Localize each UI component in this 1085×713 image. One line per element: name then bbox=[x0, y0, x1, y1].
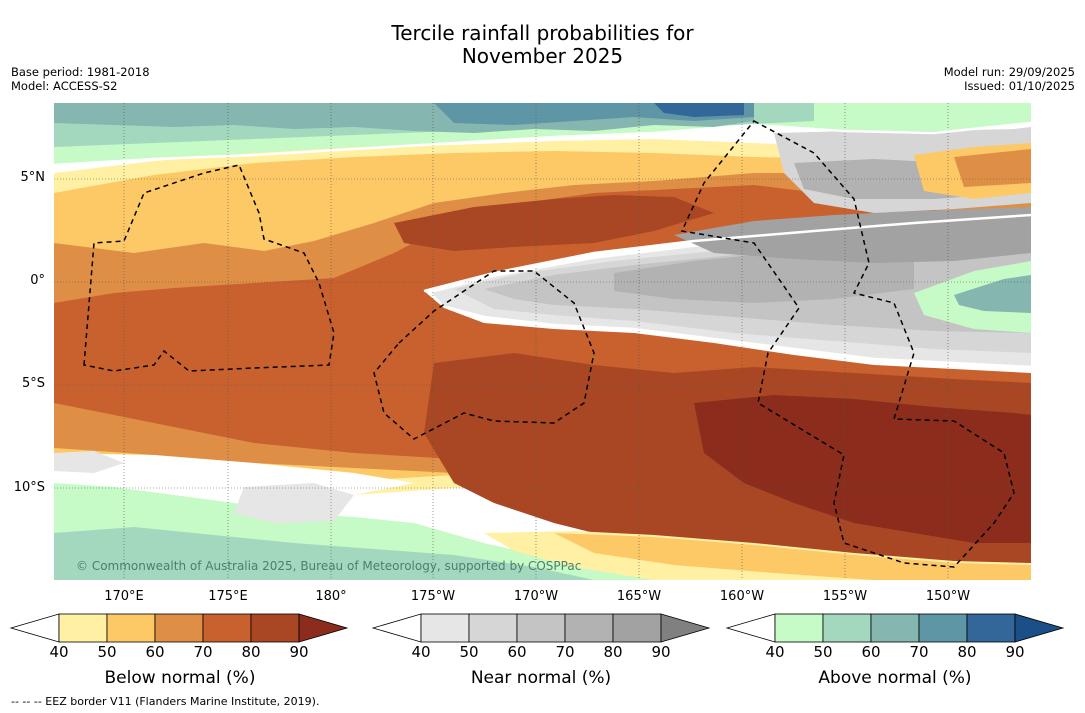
near-normal-80 bbox=[614, 249, 914, 303]
lon-label-175w: 175°W bbox=[410, 589, 456, 604]
colorbar-title-above: Above normal (%) bbox=[818, 668, 972, 688]
above-normal-east-teal bbox=[954, 275, 1031, 313]
model-run: Model run: 29/09/2025 bbox=[943, 65, 1075, 79]
colorbar-2-tick-0: 40 bbox=[765, 643, 785, 661]
colorbar-1-segment-2 bbox=[468, 613, 518, 643]
colorbar-2-tick-2: 60 bbox=[861, 643, 881, 661]
lat-label-5n: 5°N bbox=[20, 170, 46, 185]
colorbar-2-max-arrow bbox=[1014, 613, 1065, 643]
below-normal-darkest bbox=[694, 395, 1031, 543]
colorbar-2-segment-1 bbox=[774, 613, 824, 643]
colorbar-0-min-arrow bbox=[9, 613, 60, 643]
colorbar-0-tick-1: 50 bbox=[97, 643, 117, 661]
colorbar-0-tick-5: 90 bbox=[289, 643, 309, 661]
colorbar-above-normal bbox=[725, 613, 1065, 643]
metadata-right: Model run: 29/09/2025 Issued: 01/10/2025 bbox=[944, 65, 1075, 93]
below-normal-south-orange bbox=[554, 533, 1031, 580]
base-period: Base period: 1981-2018 bbox=[11, 65, 150, 79]
lat-label-5s: 5°S bbox=[21, 376, 45, 391]
colorbar-0-max-arrow bbox=[298, 613, 349, 643]
below-normal-90 bbox=[394, 195, 714, 251]
colorbar-2-segment-3 bbox=[870, 613, 920, 643]
eez-borders bbox=[83, 120, 1015, 568]
colorbar-1-tick-0: 40 bbox=[411, 643, 431, 661]
lon-label-170w: 170°W bbox=[513, 589, 559, 604]
probability-contours bbox=[54, 121, 1031, 369]
colorbar-1-tick-2: 60 bbox=[507, 643, 527, 661]
above-normal-southwest-teal bbox=[54, 527, 594, 580]
colorbar-1-tick-3: 70 bbox=[555, 643, 575, 661]
lon-label-175e: 175°E bbox=[208, 589, 248, 604]
map-graticule bbox=[54, 103, 1031, 580]
lat-label-0: 0° bbox=[30, 273, 45, 288]
colorbar-2-segment-5 bbox=[966, 613, 1016, 643]
colorbar-1-tick-1: 50 bbox=[459, 643, 479, 661]
colorbar-1-max-arrow bbox=[660, 613, 711, 643]
colorbar-title-near: Near normal (%) bbox=[470, 668, 612, 688]
copyright-text: © Commonwealth of Australia 2025, Bureau… bbox=[76, 559, 581, 573]
lon-label-150w: 150°W bbox=[925, 589, 971, 604]
colorbar-1-segment-3 bbox=[516, 613, 566, 643]
colorbar-0-segment-1 bbox=[58, 613, 108, 643]
colorbar-0-tick-3: 70 bbox=[193, 643, 213, 661]
colorbar-below-normal bbox=[9, 613, 349, 643]
colorbar-2-segment-2 bbox=[822, 613, 872, 643]
near-normal-southwest-patch bbox=[54, 451, 124, 473]
colorbar-0-tick-0: 40 bbox=[49, 643, 69, 661]
colorbars-svg bbox=[9, 613, 1065, 643]
model-name: Model: ACCESS-S2 bbox=[11, 79, 118, 93]
title-line-1: Tercile rainfall probabilities for bbox=[391, 21, 694, 45]
issued-date: Issued: 01/10/2025 bbox=[964, 79, 1075, 93]
colorbar-1-segment-4 bbox=[564, 613, 614, 643]
map-title: Tercile rainfall probabilities for Novem… bbox=[0, 22, 1085, 68]
near-normal-south-patch bbox=[234, 483, 354, 523]
lon-label-165w: 165°W bbox=[616, 589, 662, 604]
colorbar-2-tick-4: 80 bbox=[957, 643, 977, 661]
colorbar-2-min-arrow bbox=[725, 613, 776, 643]
colorbar-0-segment-5 bbox=[250, 613, 300, 643]
colorbar-1-min-arrow bbox=[371, 613, 422, 643]
lat-label-10s: 10°S bbox=[13, 480, 45, 495]
colorbar-1-segment-5 bbox=[612, 613, 662, 643]
colorbar-0-segment-3 bbox=[154, 613, 204, 643]
map-canvas: © Commonwealth of Australia 2025, Bureau… bbox=[54, 103, 1031, 580]
lon-label-170e: 170°E bbox=[104, 589, 144, 604]
colorbar-title-below: Below normal (%) bbox=[104, 668, 256, 688]
colorbar-0-tick-2: 60 bbox=[145, 643, 165, 661]
colorbar-1-tick-5: 90 bbox=[651, 643, 671, 661]
title-line-2: November 2025 bbox=[461, 44, 624, 68]
colorbar-0-segment-4 bbox=[202, 613, 252, 643]
colorbar-2-tick-3: 70 bbox=[909, 643, 929, 661]
metadata-left: Base period: 1981-2018 Model: ACCESS-S2 bbox=[11, 65, 150, 93]
colorbar-1-segment-1 bbox=[420, 613, 470, 643]
colorbar-2-tick-5: 90 bbox=[1005, 643, 1025, 661]
rainfall-probability-map: © Commonwealth of Australia 2025, Bureau… bbox=[54, 103, 1031, 580]
above-normal-top-deep bbox=[654, 103, 744, 117]
colorbar-0-segment-2 bbox=[106, 613, 156, 643]
colorbar-near-normal bbox=[371, 613, 711, 643]
lon-label-160w: 160°W bbox=[719, 589, 765, 604]
lon-label-155w: 155°W bbox=[822, 589, 868, 604]
colorbar-2-tick-1: 50 bbox=[813, 643, 833, 661]
below-normal-east-top-dark bbox=[954, 149, 1031, 187]
colorbar-2-segment-4 bbox=[918, 613, 968, 643]
colorbar-1-tick-4: 80 bbox=[603, 643, 623, 661]
eez-footnote: -- -- -- EEZ border V11 (Flanders Marine… bbox=[11, 695, 320, 708]
lon-label-180: 180° bbox=[315, 589, 347, 604]
colorbar-0-tick-4: 80 bbox=[241, 643, 261, 661]
